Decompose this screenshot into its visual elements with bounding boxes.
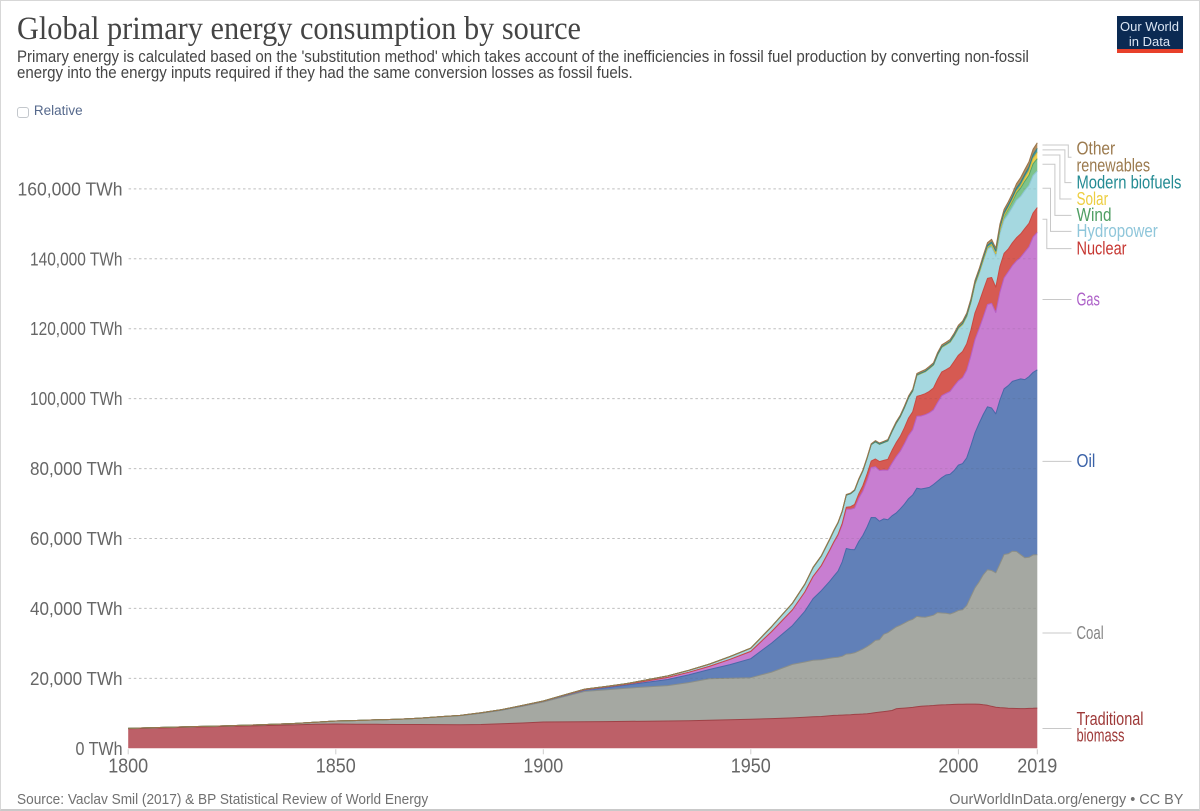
svg-text:2019: 2019 — [1017, 756, 1057, 778]
svg-text:0 TWh: 0 TWh — [76, 739, 123, 759]
svg-text:1850: 1850 — [316, 756, 356, 778]
svg-text:120,000 TWh: 120,000 TWh — [30, 319, 123, 339]
svg-text:140,000 TWh: 140,000 TWh — [30, 249, 123, 269]
svg-text:1800: 1800 — [108, 756, 148, 778]
svg-text:Gas: Gas — [1077, 288, 1100, 309]
svg-text:20,000 TWh: 20,000 TWh — [30, 669, 123, 689]
svg-text:Hydropower: Hydropower — [1077, 220, 1158, 241]
svg-text:renewables: renewables — [1077, 155, 1151, 176]
svg-text:80,000 TWh: 80,000 TWh — [30, 459, 123, 479]
svg-text:Nuclear: Nuclear — [1077, 237, 1127, 258]
svg-text:Wind: Wind — [1077, 204, 1112, 225]
svg-text:Coal: Coal — [1077, 622, 1104, 643]
svg-text:biomass: biomass — [1077, 725, 1125, 746]
svg-text:60,000 TWh: 60,000 TWh — [30, 529, 123, 549]
svg-text:160,000 TWh: 160,000 TWh — [18, 179, 123, 199]
svg-text:1900: 1900 — [523, 756, 563, 778]
svg-text:40,000 TWh: 40,000 TWh — [30, 599, 123, 619]
svg-text:2000: 2000 — [938, 756, 978, 778]
svg-text:Modern biofuels: Modern biofuels — [1077, 171, 1182, 192]
svg-text:Solar: Solar — [1077, 188, 1109, 209]
svg-text:Traditional: Traditional — [1077, 708, 1144, 729]
svg-text:Oil: Oil — [1077, 450, 1096, 471]
svg-text:1950: 1950 — [731, 756, 771, 778]
svg-text:Other: Other — [1077, 138, 1116, 159]
svg-text:100,000 TWh: 100,000 TWh — [30, 389, 123, 409]
